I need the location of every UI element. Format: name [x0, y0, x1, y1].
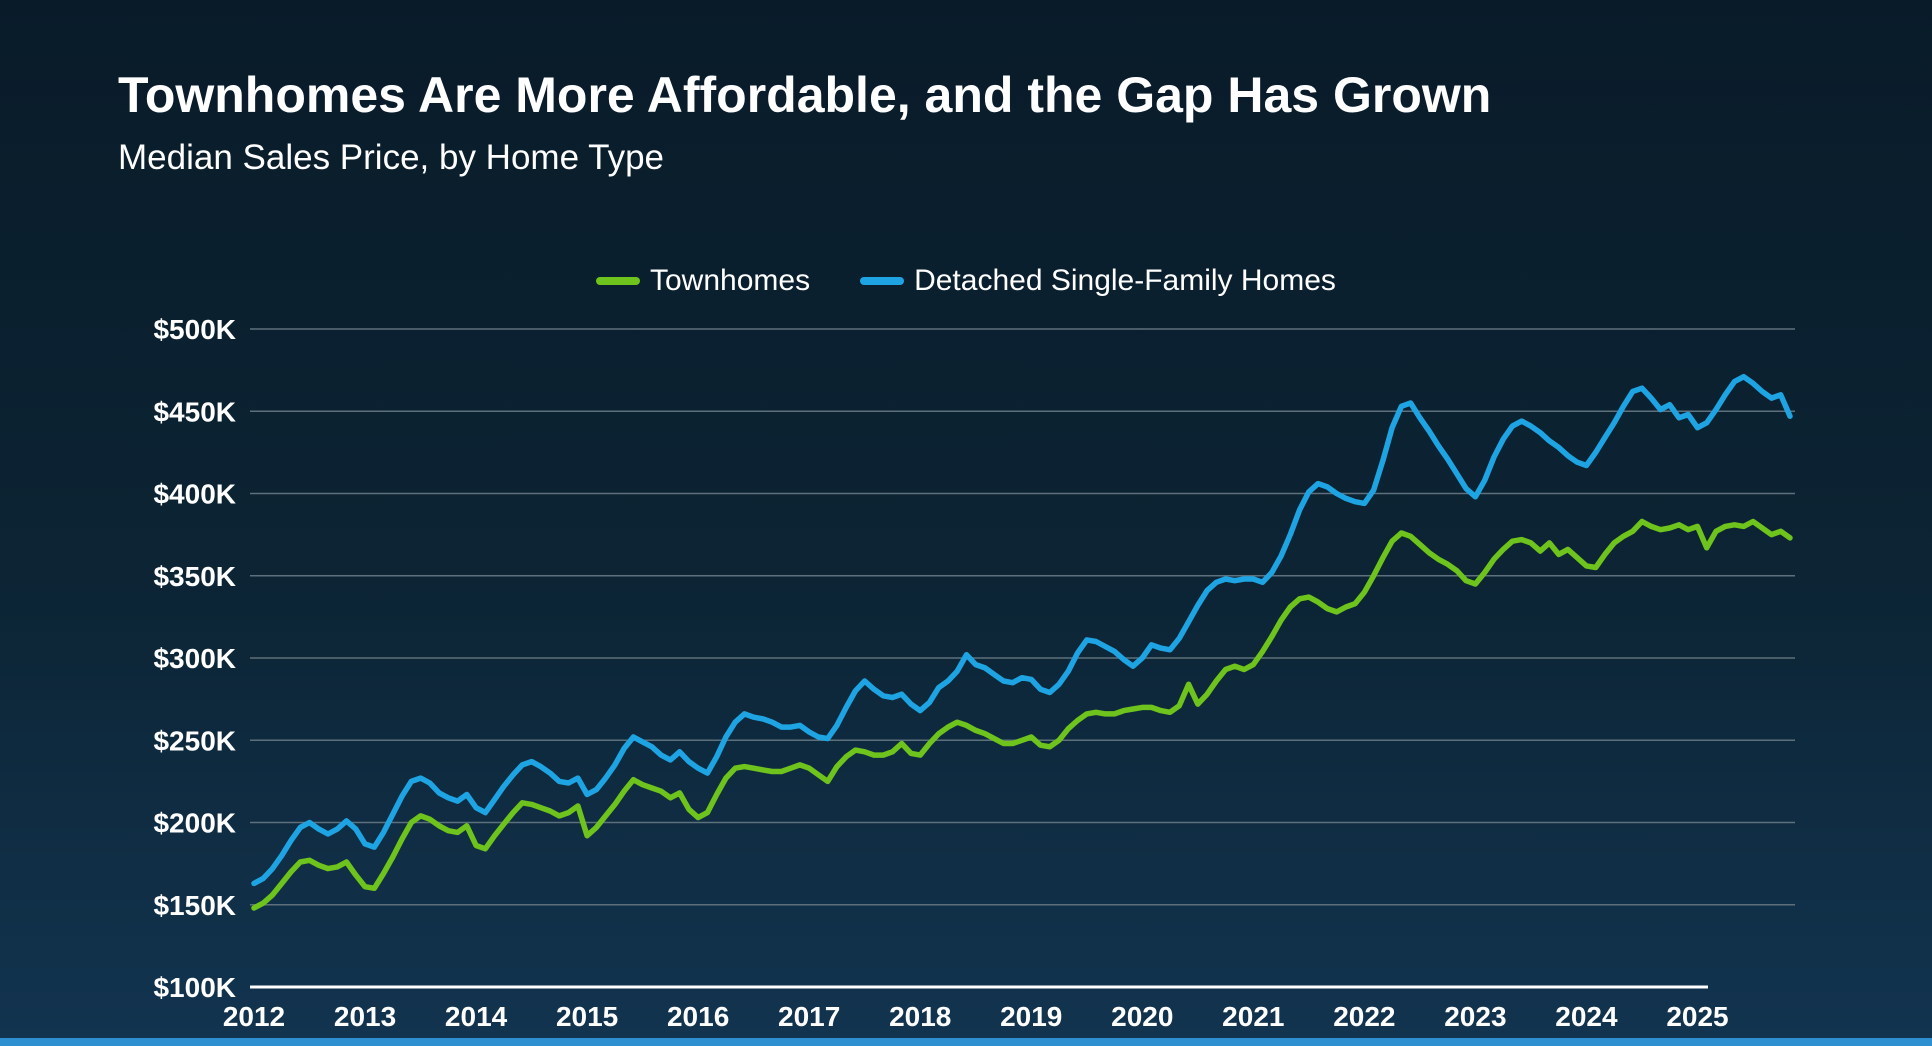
x-axis-label: 2020 [1111, 1001, 1173, 1032]
x-axis-label: 2015 [556, 1001, 618, 1032]
legend-item-townhomes: Townhomes [596, 264, 810, 298]
legend-label-townhomes: Townhomes [650, 264, 811, 297]
x-axis-label: 2023 [1444, 1001, 1506, 1032]
chart-subtitle: Median Sales Price, by Home Type [118, 138, 665, 177]
y-axis-label: $250K [153, 725, 236, 756]
x-axis-label: 2017 [778, 1001, 840, 1032]
x-axis-label: 2021 [1222, 1001, 1284, 1032]
legend-item-detached: Detached Single-Family Homes [860, 264, 1336, 298]
y-axis-label: $200K [153, 808, 236, 839]
x-axis-label: 2022 [1333, 1001, 1395, 1032]
x-axis-label: 2014 [445, 1001, 508, 1032]
y-axis-label: $350K [153, 561, 236, 592]
y-axis-label: $100K [153, 972, 236, 1003]
x-axis-label: 2019 [1000, 1001, 1062, 1032]
y-axis-label: $500K [153, 314, 236, 345]
x-axis-label: 2024 [1555, 1001, 1618, 1032]
x-axis-label: 2013 [334, 1001, 396, 1032]
x-axis-label: 2012 [223, 1001, 285, 1032]
y-axis-label: $300K [153, 643, 236, 674]
y-axis-label: $150K [153, 890, 236, 921]
x-axis-label: 2025 [1666, 1001, 1728, 1032]
townhomes-line [251, 518, 1793, 911]
bottom-accent-bar [0, 1038, 1932, 1046]
page-title: Townhomes Are More Affordable, and the G… [118, 67, 1492, 123]
y-axis-label: $450K [153, 396, 236, 427]
x-axis-label: 2018 [889, 1001, 951, 1032]
townhomes-line-swatch [596, 277, 640, 285]
y-axis-label: $400K [153, 479, 236, 510]
legend-label-detached: Detached Single-Family Homes [914, 264, 1336, 297]
detached-single-family-line [251, 373, 1793, 887]
x-axis-label: 2016 [667, 1001, 729, 1032]
chart-legend: Townhomes Detached Single-Family Homes [596, 264, 1336, 298]
detached-line-swatch [860, 277, 905, 285]
